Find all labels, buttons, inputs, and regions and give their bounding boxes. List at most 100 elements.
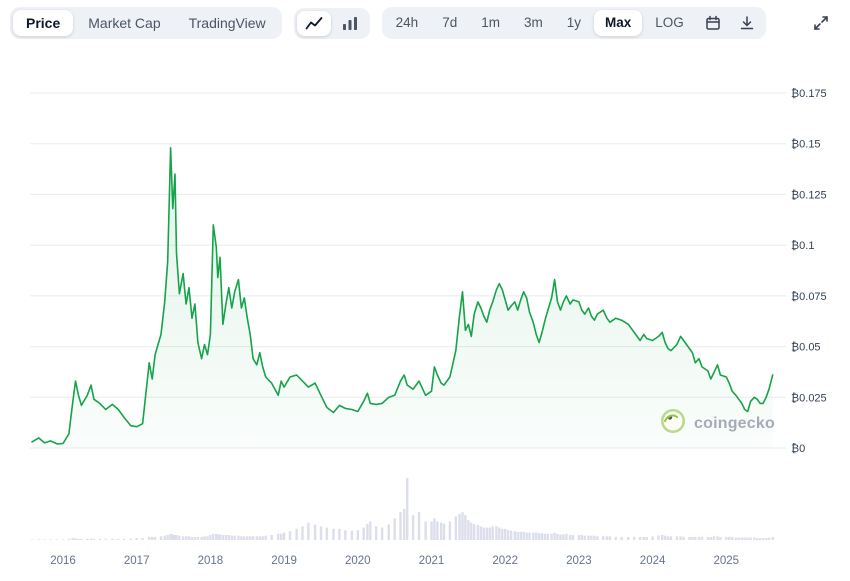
volume-bar [430,521,433,540]
volume-bar [71,538,74,540]
volume-bar [485,527,488,540]
volume-bar [565,533,568,540]
volume-bar [216,534,219,540]
volume-bar [602,536,605,540]
range-max[interactable]: Max [594,10,643,36]
volume-bar [218,534,222,540]
volume-bar [184,536,188,540]
volume-bar [433,518,436,540]
chart-type-group [293,7,370,39]
volume-bar [277,533,280,540]
volume-bar [593,535,596,540]
range-3m[interactable]: 3m [513,10,554,36]
volume-bar [476,525,480,540]
volume-bar [691,536,694,540]
date-range-button[interactable] [697,10,729,36]
volume-bar [193,536,197,540]
bar-chart-type-button[interactable] [333,11,367,36]
tab-tradingview[interactable]: TradingView [176,10,279,36]
volume-bar [675,536,679,540]
volume-bar [753,537,756,540]
volume-bar [513,531,516,540]
volume-bar [264,535,267,540]
chart-canvas[interactable]: ₿0.175 ₿0.15 ₿0.125 ₿0.1 ₿0.075 ₿0.05 ₿0.025 ₿0… [0,46,850,581]
volume-bar [258,536,261,540]
line-chart-type-button[interactable] [296,10,331,36]
volume-bar [767,537,771,540]
volume-bar [369,521,372,540]
tab-price[interactable]: Price [13,10,74,36]
volume-bar [528,532,531,540]
volume-bar [135,538,138,540]
range-1m[interactable]: 1m [470,10,511,36]
volume-bar [92,538,96,540]
volume-bar [246,536,249,540]
volume-bar [123,538,126,540]
volume-bar [516,531,519,540]
volume-bar [725,536,728,540]
volume-bar [473,523,476,540]
y-axis-label: ₿0.05 [791,342,821,354]
volume-bar [479,526,483,540]
volume-bar [501,528,504,540]
volume-bar [295,528,298,540]
expand-icon [812,14,830,32]
volume-bar [590,535,593,540]
volume-bar [587,535,590,540]
volume-bar [104,538,107,540]
volume-bar [387,524,390,540]
volume-bar [756,538,759,540]
volume-bar [712,536,715,540]
volume-bar [571,535,575,540]
volume-bar [519,531,522,540]
volume-bar [737,537,740,540]
volume-bar [740,537,743,540]
volume-bar [80,538,83,540]
volume-bar [559,534,562,540]
volume-bar [645,536,648,540]
range-1y[interactable]: 1y [556,10,592,36]
volume-bar [448,521,452,540]
volume-bar [74,538,77,540]
volume-bar [719,536,722,540]
download-chart-button[interactable] [731,10,763,36]
view-toggle-group: Price Market Cap TradingView [10,7,282,39]
volume-bar [261,536,264,540]
y-axis-label: ₿0.075 [791,291,827,303]
volume-bar [233,535,236,540]
volume-bar [251,536,255,540]
y-axis-label: ₿0.025 [791,392,827,404]
volume-bar [522,531,525,540]
volume-bar [697,536,701,540]
volume-bar [181,536,185,540]
range-24h[interactable]: 24h [385,10,430,36]
volume-bar [230,535,233,540]
volume-bar [224,535,228,540]
volume-bar [55,539,59,540]
volume-bar [761,538,765,540]
volume-bar [403,509,406,540]
volume-bar [227,535,230,540]
range-7d[interactable]: 7d [431,10,468,36]
volume-bar [614,536,617,540]
volume-bar [49,539,52,540]
fullscreen-button[interactable] [806,8,836,38]
chart-area: ₿0.175 ₿0.15 ₿0.125 ₿0.1 ₿0.075 ₿0.05 ₿0.025 ₿0… [0,46,850,581]
volume-bar [43,539,46,540]
volume-bar [537,533,541,540]
volume-bar [178,535,181,540]
volume-bar [61,539,65,540]
volume-bar [746,537,749,540]
tab-market-cap[interactable]: Market Cap [75,10,173,36]
watermark-label: coingecko [694,414,775,432]
volume-bar [657,535,660,540]
volume-bar [117,538,120,540]
volume-bar [288,531,292,540]
log-scale-button[interactable]: LOG [644,10,695,36]
x-axis-label: 2019 [271,555,297,567]
volume-bar [280,533,283,540]
y-axis-label: ₿0.1 [791,240,814,252]
volume-bar [743,537,746,540]
volume-bar [406,478,409,540]
coingecko-watermark: coingecko [660,408,775,439]
